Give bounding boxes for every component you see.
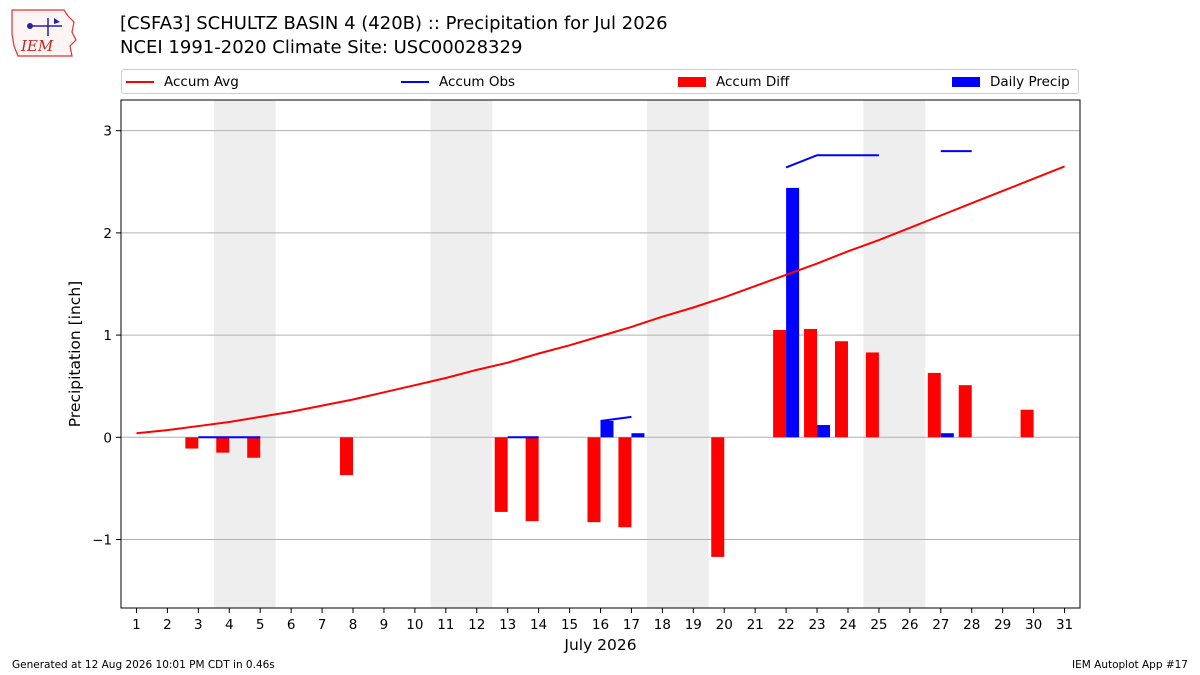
x-tick-label-day-15: 15 (561, 617, 578, 633)
x-tick-label-day-30: 30 (1025, 617, 1042, 633)
x-tick-label-day-4: 4 (225, 617, 234, 633)
x-tick-label-day-16: 16 (592, 617, 609, 633)
legend: Accum Avg Accum Obs Accum Diff Daily Pre… (121, 69, 1079, 94)
daily-precip-bar-day-27 (940, 433, 954, 438)
x-tick-label-day-24: 24 (839, 617, 856, 633)
x-tick-label-day-11: 11 (437, 617, 454, 633)
chart-subtitle: NCEI 1991-2020 Climate Site: USC00028329 (120, 37, 523, 58)
legend-swatch-daily-precip (952, 77, 980, 87)
legend-label-accum-obs: Accum Obs (439, 74, 516, 90)
x-tick-label-day-7: 7 (318, 617, 327, 633)
x-tick-label-day-1: 1 (132, 617, 141, 633)
accum-diff-bar-day-27 (927, 372, 941, 438)
legend-label-daily-precip: Daily Precip (990, 74, 1070, 90)
x-tick-label-day-8: 8 (349, 617, 358, 633)
accum-diff-bar-day-13 (494, 437, 508, 512)
x-tick-label-day-26: 26 (901, 617, 918, 633)
accum-diff-bar-day-14 (525, 437, 539, 522)
footer-generated: Generated at 12 Aug 2026 10:01 PM CDT in… (12, 659, 275, 671)
y-tick-label-4: 3 (103, 124, 112, 140)
x-tick-label-day-17: 17 (623, 617, 640, 633)
x-tick-label-day-27: 27 (932, 617, 949, 633)
iem-logo: IEM (11, 9, 77, 57)
daily-precip-bar-day-17 (631, 433, 645, 438)
y-tick-label-3: 2 (103, 226, 112, 242)
accum-diff-bar-day-28 (958, 385, 972, 438)
accum-diff-bar-day-16 (587, 437, 601, 523)
legend-swatch-accum-avg (126, 81, 154, 83)
x-tick-label-day-20: 20 (716, 617, 733, 633)
accum-diff-bar-day-30 (1020, 409, 1034, 438)
x-tick-label-day-29: 29 (994, 617, 1011, 633)
accum-diff-bar-day-20 (711, 437, 725, 557)
legend-swatch-accum-obs (401, 81, 429, 83)
accum-diff-bar-day-22 (773, 329, 787, 438)
legend-item-accum-obs: Accum Obs (401, 74, 515, 90)
accum-obs-line-segment-2 (600, 415, 632, 422)
accum-obs-line-segment-3 (785, 154, 879, 169)
legend-label-accum-diff: Accum Diff (716, 74, 790, 90)
x-tick-label-day-3: 3 (194, 617, 203, 633)
x-tick-label-day-2: 2 (163, 617, 172, 633)
weekend-band-1 (430, 100, 493, 608)
accum-diff-bar-day-8 (340, 437, 354, 476)
y-axis-label: Precipitation [inch] (66, 281, 84, 427)
legend-item-accum-avg: Accum Avg (126, 74, 239, 90)
daily-precip-bar-day-16 (600, 420, 614, 438)
accum-avg-line (136, 165, 1065, 435)
x-tick-label-day-14: 14 (530, 617, 547, 633)
x-tick-label-day-25: 25 (870, 617, 887, 633)
accum-diff-bar-day-17 (618, 437, 632, 528)
y-tick-label-0: −1 (92, 533, 112, 549)
x-tick-label-day-22: 22 (778, 617, 795, 633)
accum-diff-bar-day-23 (804, 328, 818, 438)
y-tick-label-2: 1 (103, 328, 112, 344)
y-tick-label-1: 0 (103, 430, 112, 446)
accum-diff-bar-day-24 (834, 341, 848, 438)
x-tick-label-day-12: 12 (468, 617, 485, 633)
accum-diff-bar-day-4 (216, 437, 230, 453)
legend-item-accum-diff: Accum Diff (678, 74, 789, 90)
daily-precip-bar-day-23 (817, 425, 831, 438)
legend-item-daily-precip: Daily Precip (952, 74, 1070, 90)
x-tick-label-day-19: 19 (685, 617, 702, 633)
iowa-outline-icon (11, 9, 77, 57)
x-tick-label-day-10: 10 (406, 617, 423, 633)
x-tick-label-day-31: 31 (1056, 617, 1073, 633)
accum-diff-bar-day-25 (865, 352, 879, 438)
legend-label-accum-avg: Accum Avg (164, 74, 239, 90)
x-tick-label-day-5: 5 (256, 617, 265, 633)
x-tick-label-day-28: 28 (963, 617, 980, 633)
x-tick-label-day-18: 18 (654, 617, 671, 633)
x-tick-label-day-9: 9 (380, 617, 389, 633)
x-tick-label-day-21: 21 (747, 617, 764, 633)
x-tick-label-day-6: 6 (287, 617, 296, 633)
weekend-band-0 (213, 100, 276, 608)
accum-diff-bar-day-5 (247, 437, 261, 458)
footer-app: IEM Autoplot App #17 (1072, 659, 1188, 671)
accum-diff-bar-day-3 (185, 437, 199, 449)
logo-text: IEM (20, 37, 54, 55)
weekend-band-2 (646, 100, 709, 608)
x-tick-label-day-13: 13 (499, 617, 516, 633)
x-axis-label: July 2026 (563, 636, 636, 654)
chart-title: [CSFA3] SCHULTZ BASIN 4 (420B) :: Precip… (120, 13, 668, 34)
legend-swatch-accum-diff (678, 77, 706, 87)
x-tick-label-day-23: 23 (808, 617, 825, 633)
daily-precip-bar-day-22 (786, 187, 800, 438)
